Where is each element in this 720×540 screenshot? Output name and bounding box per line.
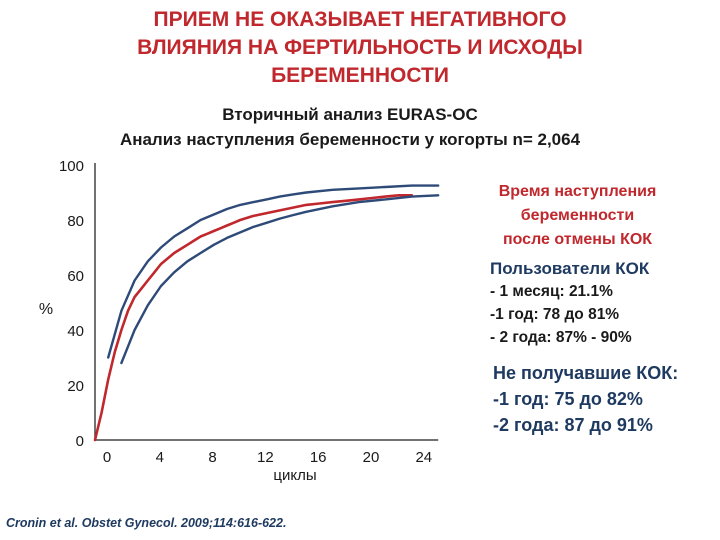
y-tick-label: 100 [59, 158, 84, 175]
x-axis-label: циклы [273, 467, 316, 484]
chart-series [93, 184, 440, 442]
coc-users-heading: Пользователи КОК [490, 259, 650, 278]
y-axis-label: % [39, 301, 53, 318]
x-tick-label: 24 [415, 449, 432, 466]
note-line: после отмены КОК [502, 231, 653, 248]
note-line: беременности [520, 207, 635, 224]
x-tick-label: 20 [363, 449, 380, 466]
subtitle-line-1: Вторичный анализ EURAS-OC [222, 105, 478, 124]
note-line: Время наступления [498, 183, 657, 200]
coc-users-item: - 1 месяц: 21.1% [490, 283, 613, 300]
title-line-3: БЕРЕМЕННОСТИ [271, 64, 449, 87]
time-to-pregnancy-note: Время наступления беременности после отм… [470, 180, 685, 252]
non-users-stats: Не получавшие КОК: -1 год: 75 до 82% -2 … [493, 360, 718, 438]
title-line-2: ВЛИЯНИЯ НА ФЕРТИЛЬНОСТЬ И ИСХОДЫ [137, 36, 583, 59]
x-tick-label: 16 [310, 449, 327, 466]
y-tick-label: 40 [67, 323, 84, 340]
slide-subtitle: Вторичный анализ EURAS-OC Анализ наступл… [40, 102, 660, 152]
subtitle-line-2: Анализ наступления беременности у когорт… [119, 130, 581, 149]
coc-users-item: -1 год: 78 до 81% [490, 306, 620, 323]
chart-axes [94, 163, 439, 441]
series-line-lower-bound [120, 194, 440, 365]
x-tick-label: 4 [156, 449, 164, 466]
series-line-estimate [93, 194, 414, 442]
chart-ticks: 0 4 8 12 16 20 24 0 20 40 60 80 100 [59, 158, 432, 466]
series-line-upper-bound [106, 184, 440, 359]
x-tick-label: 12 [257, 449, 274, 466]
slide-title: ПРИЕМ НЕ ОКАЗЫВАЕТ НЕГАТИВНОГО ВЛИЯНИЯ Н… [60, 6, 660, 90]
title-line-1: ПРИЕМ НЕ ОКАЗЫВАЕТ НЕГАТИВНОГО [153, 8, 567, 31]
y-tick-label: 0 [76, 433, 84, 450]
non-users-heading: Не получавшие КОК: [493, 363, 679, 383]
x-tick-label: 0 [103, 449, 111, 466]
y-tick-label: 80 [67, 213, 84, 230]
non-users-item: -1 год: 75 до 82% [493, 389, 643, 409]
y-tick-label: 20 [67, 378, 84, 395]
x-tick-label: 8 [208, 449, 216, 466]
y-tick-label: 60 [67, 268, 84, 285]
citation: Cronin et al. Obstet Gynecol. 2009;114:6… [6, 516, 287, 530]
coc-users-item: - 2 года: 87% - 90% [490, 329, 632, 346]
coc-users-stats: Пользователи КОК - 1 месяц: 21.1% -1 год… [490, 257, 715, 349]
non-users-item: -2 года: 87 до 91% [493, 415, 653, 435]
